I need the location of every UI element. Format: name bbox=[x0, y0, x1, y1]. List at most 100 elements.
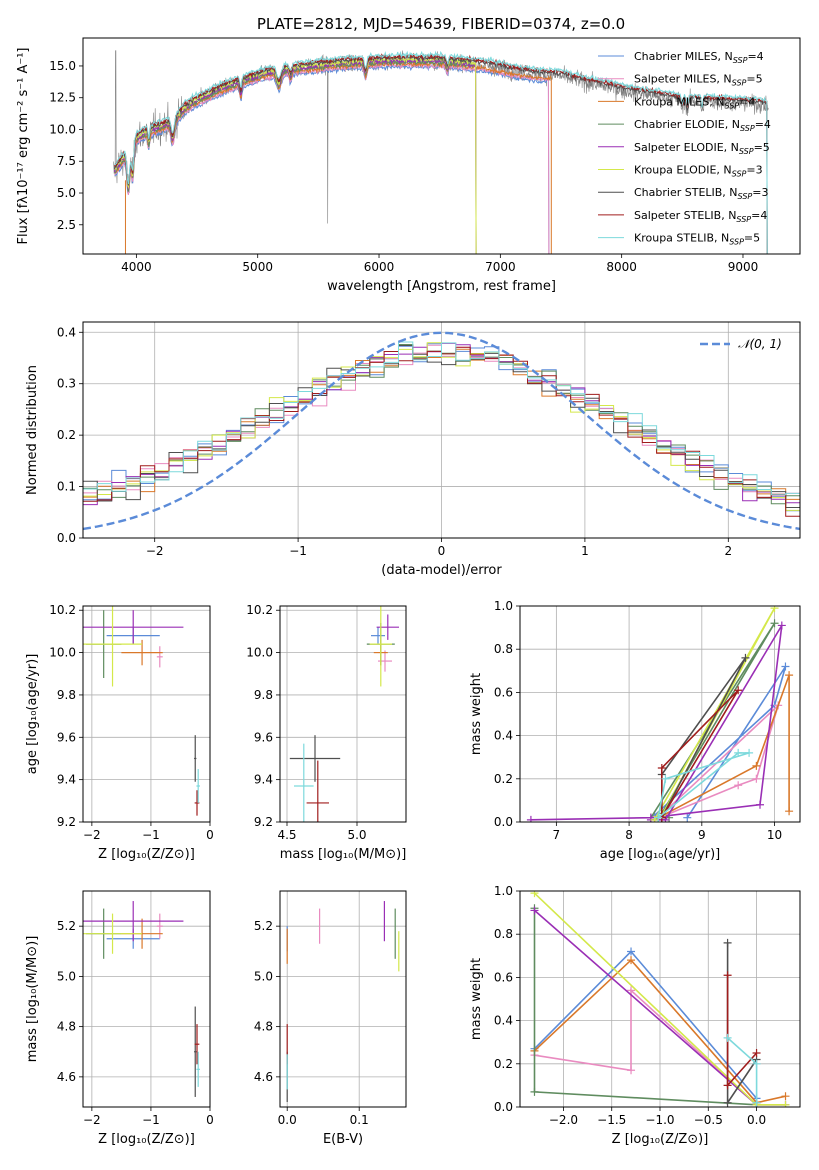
line-plot-area bbox=[530, 891, 790, 1107]
x-tick-label: 8 bbox=[625, 828, 633, 842]
histogram-plot-area bbox=[83, 331, 800, 531]
mass-vs-Z-panel: −2 −1 0 4.6 4.8 5.0 5.2 Z [log₁₀(Z/Z⊙)] mass [lo… bbox=[25, 890, 214, 1147]
mass-weight-marker bbox=[785, 807, 794, 816]
y-tick-label: 0.6 bbox=[494, 685, 513, 699]
y-tick-label: 10.0 bbox=[49, 646, 76, 660]
mass-weight-marker bbox=[723, 1098, 732, 1107]
legend-label: Chabrier MILES, NSSP=4 bbox=[634, 50, 764, 65]
spectrum-plot-area bbox=[113, 50, 769, 254]
y-tick-label: 5.2 bbox=[254, 919, 273, 933]
errorbar-plot-area bbox=[289, 606, 399, 822]
axes-frame bbox=[82, 605, 211, 823]
y-tick-label: 10.2 bbox=[49, 603, 76, 617]
x-tick-label: −0.5 bbox=[694, 1113, 723, 1127]
mass-weight-marker bbox=[781, 1100, 790, 1107]
mass-weight-marker bbox=[781, 1092, 790, 1101]
x-tick-label: 8000 bbox=[606, 260, 637, 274]
chart-title: PLATE=2812, MJD=54639, FIBERID=0374, z=0… bbox=[257, 15, 625, 33]
y-tick-label: 5.0 bbox=[254, 969, 273, 983]
axes-frame bbox=[82, 321, 801, 539]
x-tick-label: 1 bbox=[581, 544, 589, 558]
errorbar-plot-area bbox=[83, 901, 200, 1097]
y-tick-label: 1.0 bbox=[494, 599, 513, 613]
age-vs-Z-panel: −2 −1 0 9.2 9.4 9.6 9.8 10.0 10.2 Z [log₁₀(Z/Z⊙)]… bbox=[25, 603, 214, 862]
x-tick-label: 0.0 bbox=[747, 1113, 766, 1127]
y-tick-label: 0.4 bbox=[494, 1014, 513, 1028]
residual-panel: −2 −1 0 1 2 0.0 0.1 0.2 0.3 0.4 (data-model)/error… bbox=[25, 321, 801, 578]
x-tick-label: 10 bbox=[767, 828, 782, 842]
mass-weight-marker bbox=[752, 1059, 761, 1068]
axes-frame bbox=[519, 890, 801, 1108]
mass-weight-marker bbox=[723, 1033, 732, 1042]
x-tick-label: 6000 bbox=[364, 260, 395, 274]
legend-label: Chabrier STELIB, NSSP=3 bbox=[634, 186, 768, 201]
residual-histogram bbox=[83, 345, 800, 508]
mass-weight-marker bbox=[627, 1066, 636, 1075]
model-spectrum-line bbox=[114, 55, 477, 254]
y-tick-label: 9.6 bbox=[254, 730, 273, 744]
x-tick-label: −2 bbox=[146, 544, 164, 558]
legend-label: Salpeter ELODIE, NSSP=5 bbox=[634, 141, 770, 156]
y-axis-label: mass [log₁₀(M/M⊙)] bbox=[25, 936, 40, 1063]
y-tick-label: 0.1 bbox=[57, 480, 76, 494]
y-axis-label: Normed distribution bbox=[25, 365, 40, 495]
mass-weight-marker bbox=[741, 653, 750, 662]
y-tick-label: 9.2 bbox=[254, 815, 273, 829]
mass-weight-marker bbox=[752, 761, 761, 770]
x-tick-label: 0.0 bbox=[278, 1113, 297, 1127]
y-tick-label: 0.0 bbox=[57, 531, 76, 545]
x-tick-label: −1.5 bbox=[597, 1113, 626, 1127]
y-tick-label: 10.2 bbox=[246, 603, 273, 617]
model-spectrum-line bbox=[114, 50, 768, 254]
legend-label: Salpeter MILES, NSSP=5 bbox=[634, 73, 763, 88]
y-tick-label: 9.4 bbox=[254, 773, 273, 787]
axes-frame bbox=[82, 37, 801, 255]
age-vs-mass-panel: 4.5 5.0 9.2 9.4 9.6 9.8 10.0 10.2 mass [log₁₀(M/… bbox=[246, 603, 407, 862]
x-axis-label: age [log₁₀(age/yr)] bbox=[600, 847, 721, 862]
y-tick-label: 0.8 bbox=[494, 642, 513, 656]
mass-vs-ebv-panel: 0.0 0.1 4.6 4.8 5.0 5.2 E(B-V) bbox=[254, 890, 407, 1147]
y-tick-label: 9.4 bbox=[57, 773, 76, 787]
model-spectrum-line bbox=[114, 60, 552, 254]
x-tick-label: −1 bbox=[142, 1113, 160, 1127]
y-tick-label: 0.4 bbox=[494, 729, 513, 743]
model-spectrum-line bbox=[114, 56, 477, 254]
model-spectrum-line bbox=[114, 61, 550, 254]
x-tick-label: 5.0 bbox=[347, 828, 366, 842]
errorbar-plot-area bbox=[83, 606, 200, 816]
y-tick-label: 10.0 bbox=[246, 646, 273, 660]
x-tick-label: 5000 bbox=[242, 260, 273, 274]
x-axis-label: (data-model)/error bbox=[381, 563, 502, 578]
mass-weight-marker bbox=[770, 619, 779, 628]
y-tick-label: 4.6 bbox=[57, 1070, 76, 1084]
mass-weight-marker bbox=[785, 671, 794, 680]
y-tick-label: 2.5 bbox=[57, 218, 76, 232]
y-tick-label: 4.8 bbox=[254, 1020, 273, 1034]
errorbar-plot-area bbox=[286, 901, 400, 1102]
y-tick-label: 0.3 bbox=[57, 377, 76, 391]
mass-weight-marker bbox=[530, 906, 539, 915]
x-tick-label: 0 bbox=[206, 1113, 214, 1127]
mass-weight-line bbox=[654, 674, 790, 821]
mass-weight-line bbox=[530, 624, 783, 821]
mass-weight-marker bbox=[745, 748, 754, 757]
mass-weight-marker bbox=[654, 813, 663, 822]
x-tick-label: 9 bbox=[698, 828, 706, 842]
model-spectrum-line bbox=[114, 52, 768, 254]
x-tick-label: 7 bbox=[553, 828, 561, 842]
normal-curve bbox=[83, 331, 800, 531]
x-tick-label: 7000 bbox=[485, 260, 516, 274]
model-spectrum-line bbox=[114, 62, 550, 254]
weight-vs-age-panel: 7 8 9 10 0.0 0.2 0.4 0.6 0.8 1.0 age [log₁₀(age/yr… bbox=[469, 599, 801, 862]
x-axis-label: E(B-V) bbox=[323, 1132, 363, 1147]
y-tick-label: 5.0 bbox=[57, 186, 76, 200]
mass-weight-marker bbox=[530, 891, 539, 898]
mass-weight-marker bbox=[723, 971, 732, 980]
y-axis-label: mass weight bbox=[469, 673, 484, 755]
y-tick-label: 0.8 bbox=[494, 927, 513, 941]
y-tick-label: 12.5 bbox=[49, 91, 76, 105]
mass-weight-marker bbox=[627, 956, 636, 965]
legend-label: Chabrier ELODIE, NSSP=4 bbox=[634, 118, 771, 133]
y-tick-label: 9.2 bbox=[57, 815, 76, 829]
